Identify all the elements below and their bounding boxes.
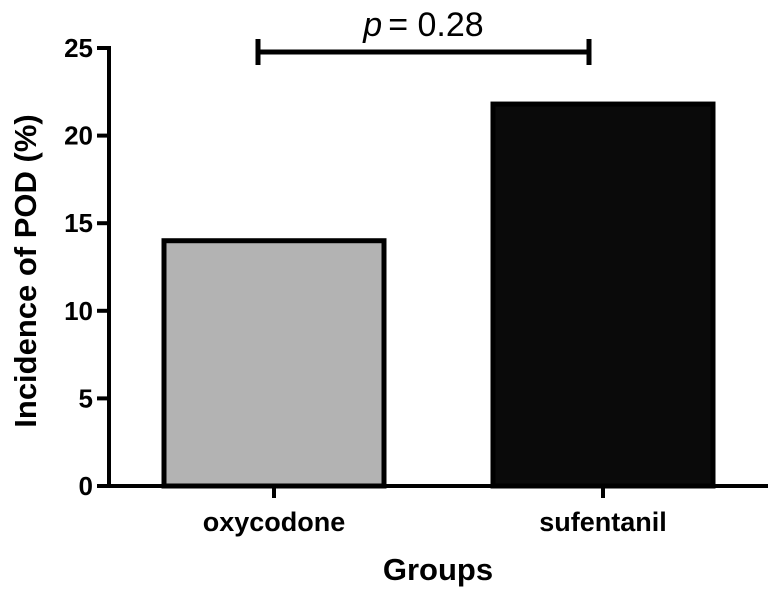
y-tick-label: 15 (64, 208, 93, 238)
y-tick-label: 20 (64, 121, 93, 151)
x-ticks: oxycodone sufentanil (203, 486, 667, 537)
p-value: = 0.28 (388, 6, 483, 44)
x-tick-label: sufentanil (539, 507, 667, 537)
y-axis-title: Incidence of POD (%) (8, 114, 43, 427)
bar-oxycodone (161, 238, 387, 489)
y-tick-label: 5 (79, 383, 93, 413)
y-tick-label: 10 (64, 296, 93, 326)
y-ticks: 0 5 10 15 20 25 (64, 33, 109, 501)
p-value-label: p = 0.28 (362, 6, 483, 44)
bar-sufentanil (490, 101, 716, 489)
y-axis: 0 5 10 15 20 25 (64, 33, 111, 501)
bars (161, 101, 716, 489)
x-axis: oxycodone sufentanil (107, 484, 768, 537)
y-tick-label: 0 (79, 471, 93, 501)
y-tick-label: 25 (64, 33, 93, 63)
p-symbol: p (362, 6, 382, 44)
x-tick-label: oxycodone (203, 507, 346, 537)
significance-annotation: p = 0.28 (255, 6, 592, 65)
x-axis-title: Groups (383, 552, 493, 587)
